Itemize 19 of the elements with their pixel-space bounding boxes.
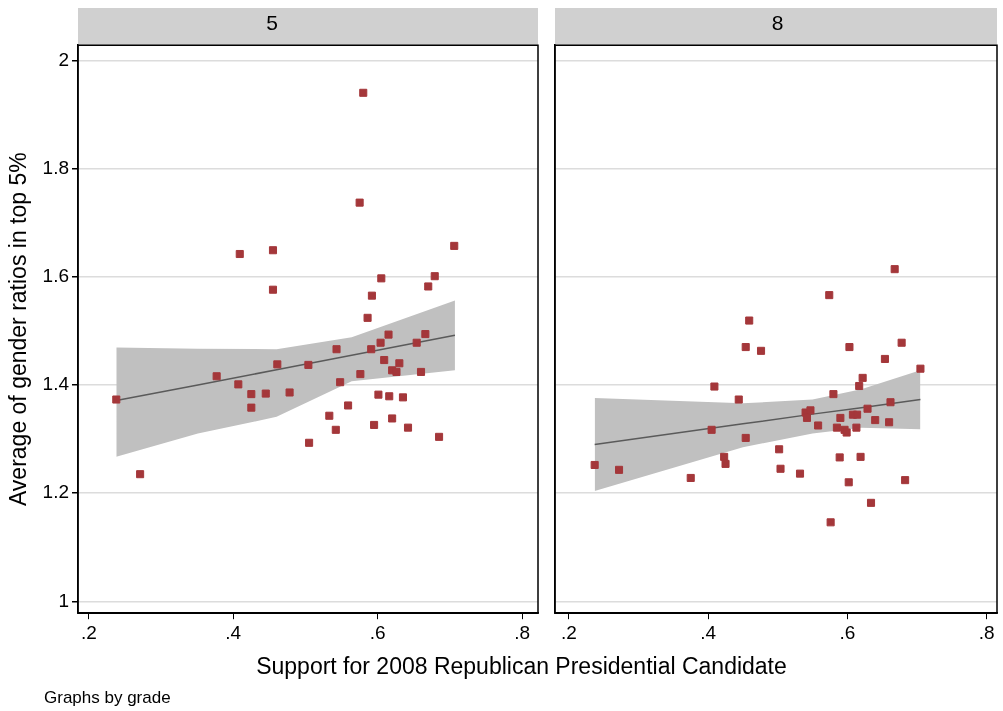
- x-tick-label: .6: [839, 621, 856, 643]
- chart-title: 5: [266, 11, 278, 35]
- x-axis-title: Support for 2008 Republican Presidential Candidate: [255, 653, 788, 680]
- y-tick-label: 1.8: [42, 156, 70, 178]
- chart-title: 8: [771, 11, 784, 35]
- text: Graphs by grade: [44, 688, 171, 708]
- y-tick-label: 1.2: [42, 481, 70, 503]
- x-tick-label: .8: [514, 621, 531, 643]
- x-tick-label: .8: [978, 621, 995, 643]
- x-tick-label: .4: [700, 621, 717, 643]
- y-tick-label: 1.6: [42, 264, 70, 286]
- x-tick-label: .2: [80, 621, 97, 643]
- y-tick-label: 1: [58, 589, 70, 611]
- x-tick-label: .2: [560, 621, 577, 643]
- y-tick-label: 2: [58, 48, 70, 70]
- x-tick-label: .4: [225, 621, 242, 643]
- y-tick-label: 1.4: [42, 373, 70, 395]
- x-tick-label: .6: [369, 621, 386, 643]
- y-axis-title: Average of gender ratios in top 5%: [5, 152, 32, 507]
